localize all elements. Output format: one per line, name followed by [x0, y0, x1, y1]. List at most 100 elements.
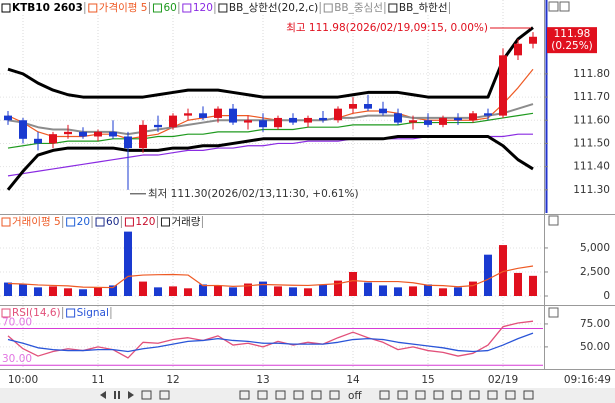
candle-body	[259, 120, 267, 128]
candle-body	[124, 136, 132, 149]
candle-body	[199, 113, 207, 118]
panel-button[interactable]	[559, 1, 570, 12]
legend-item: RSI(14,6)	[12, 307, 61, 319]
panel-button[interactable]	[548, 215, 559, 226]
panel-button[interactable]	[548, 1, 559, 12]
candle-body	[139, 124, 147, 149]
legend-checkbox[interactable]	[95, 217, 105, 227]
volume-bar	[154, 287, 162, 296]
indicator-line	[7, 103, 534, 136]
legend-background	[0, 0, 470, 14]
legend-checkbox[interactable]	[160, 217, 170, 227]
volume-bar	[34, 287, 42, 296]
y-tick-label: 111.80	[573, 68, 610, 80]
toolbar-button[interactable]	[100, 391, 106, 399]
volume-bar	[439, 288, 447, 296]
candle-body	[364, 104, 372, 109]
toolbar-button[interactable]	[128, 391, 134, 399]
volume-bar	[304, 288, 312, 296]
y-tick-label: 111.60	[573, 114, 610, 126]
toolbar-button[interactable]	[451, 390, 462, 400]
candle-body	[424, 120, 432, 125]
volume-bar	[94, 287, 102, 296]
legend-item: BB_중심선	[334, 2, 383, 14]
candle-body	[94, 131, 102, 137]
legend-checkbox[interactable]	[66, 217, 76, 227]
indicator-line	[7, 26, 534, 99]
candle-body	[244, 120, 252, 123]
legend-checkbox[interactable]	[388, 3, 398, 13]
toolbar-button[interactable]	[275, 390, 286, 400]
volume-bar	[184, 288, 192, 296]
toolbar-button[interactable]	[415, 390, 426, 400]
legend-item: 20	[77, 216, 90, 228]
volume-bar	[514, 272, 522, 296]
candle-body	[184, 113, 192, 116]
candle-body	[289, 117, 297, 123]
toolbar-button[interactable]	[114, 391, 116, 399]
x-tick-label: 11	[91, 374, 104, 386]
current-price-box	[547, 27, 597, 54]
legend-item: Signal	[77, 307, 109, 319]
candle-body	[64, 131, 72, 135]
legend-checkbox[interactable]	[218, 3, 228, 13]
x-tick-label: 02/19	[488, 374, 518, 386]
legend-checkbox[interactable]	[1, 3, 11, 13]
candle-body	[529, 36, 537, 44]
current-change: (0.25%)	[551, 40, 593, 52]
toolbar-button[interactable]	[239, 390, 250, 400]
rsi-line	[7, 332, 534, 353]
candle-body	[349, 104, 357, 109]
volume-bar	[484, 254, 492, 296]
toolbar-icons[interactable]	[100, 390, 534, 400]
panel-button[interactable]	[548, 307, 559, 318]
volume-bar	[259, 281, 267, 296]
candle-body	[19, 120, 27, 139]
legend-checkbox[interactable]	[124, 217, 134, 227]
legend-item: 거래이평 5	[12, 216, 61, 228]
toolbar-button[interactable]	[293, 390, 304, 400]
volume-bar	[424, 284, 432, 296]
y-tick-label: 111.70	[573, 91, 610, 103]
toolbar-button[interactable]	[329, 390, 340, 400]
clock: 09:16:49	[564, 374, 611, 386]
toolbar-button[interactable]	[397, 390, 408, 400]
legend-checkbox[interactable]	[1, 217, 11, 227]
legend-checkbox[interactable]	[1, 308, 11, 318]
y-tick-label: 0	[603, 290, 610, 302]
toolbar-button[interactable]	[433, 390, 444, 400]
legend-checkbox[interactable]	[66, 308, 76, 318]
toolbar-button[interactable]	[159, 390, 170, 400]
legend-checkbox[interactable]	[323, 3, 333, 13]
toolbar-button[interactable]	[505, 390, 516, 400]
candle-body	[484, 113, 492, 116]
toolbar-toggle[interactable]: off	[348, 390, 362, 402]
volume-bar	[19, 284, 27, 296]
toolbar-button[interactable]	[379, 390, 390, 400]
candle-body	[34, 138, 42, 144]
candle-body	[154, 124, 162, 128]
toolbar-button[interactable]	[523, 390, 534, 400]
volume-bar	[364, 282, 372, 296]
toolbar-button[interactable]	[469, 390, 480, 400]
legend-item: 120	[135, 216, 155, 228]
volume-bar	[199, 284, 207, 296]
candle-body	[409, 120, 417, 123]
toolbar-button[interactable]	[141, 390, 152, 400]
y-tick-label: 111.40	[573, 161, 610, 173]
volume-bar	[79, 289, 87, 296]
toolbar-button[interactable]	[118, 391, 120, 399]
legend-checkbox[interactable]	[182, 3, 192, 13]
volume-bar	[334, 280, 342, 296]
panel-buttons[interactable]	[548, 1, 570, 318]
legend-checkbox[interactable]	[152, 3, 162, 13]
toolbar-button[interactable]	[487, 390, 498, 400]
legend-checkbox[interactable]	[88, 3, 98, 13]
candle-body	[439, 117, 447, 125]
volume-bar	[349, 271, 357, 296]
toolbar-button[interactable]	[257, 390, 268, 400]
guide-label: 70.00	[2, 317, 32, 329]
y-tick-label: 2,500	[580, 266, 610, 278]
volume-bar	[109, 285, 117, 296]
toolbar-button[interactable]	[311, 390, 322, 400]
